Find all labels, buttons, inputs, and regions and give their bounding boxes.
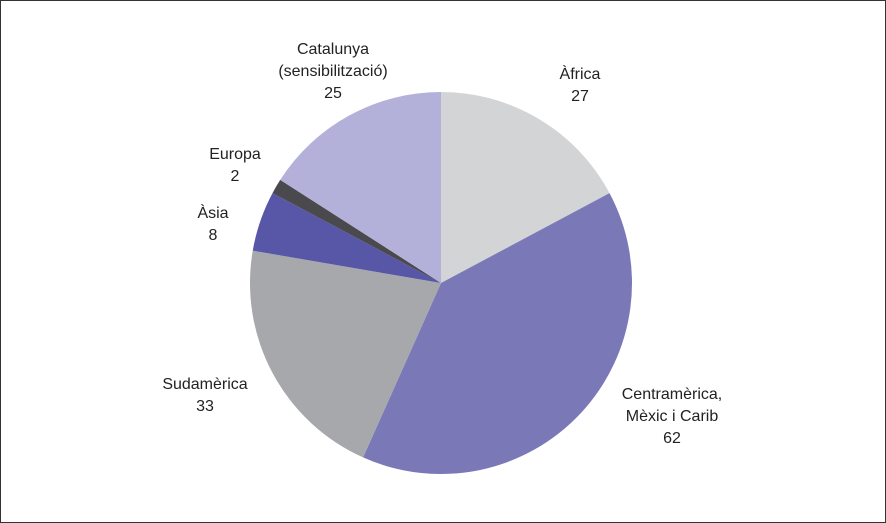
pie-slice bbox=[280, 92, 441, 283]
pie-slice bbox=[441, 92, 610, 283]
slice-label: Àfrica bbox=[560, 64, 601, 83]
slice-label: Àsia bbox=[197, 203, 228, 222]
slice-value: 33 bbox=[196, 398, 214, 415]
slice-value: 2 bbox=[231, 168, 240, 185]
slice-value: 27 bbox=[571, 88, 589, 105]
pie-slice bbox=[363, 193, 632, 474]
slice-label: Mèxic i Carib bbox=[626, 408, 719, 425]
slice-label: Centramèrica, bbox=[622, 386, 722, 403]
pie-slice bbox=[272, 179, 441, 283]
pie-slice bbox=[250, 250, 441, 458]
pie-slice bbox=[252, 193, 441, 283]
slice-label: Europa bbox=[209, 146, 261, 163]
slice-value: 62 bbox=[663, 430, 681, 447]
slice-value: 8 bbox=[209, 227, 218, 244]
slice-value: 25 bbox=[324, 85, 342, 102]
slice-label: Sudamèrica bbox=[162, 376, 247, 393]
slice-label: (sensibilització) bbox=[278, 63, 387, 80]
slice-label: Catalunya bbox=[297, 41, 369, 58]
